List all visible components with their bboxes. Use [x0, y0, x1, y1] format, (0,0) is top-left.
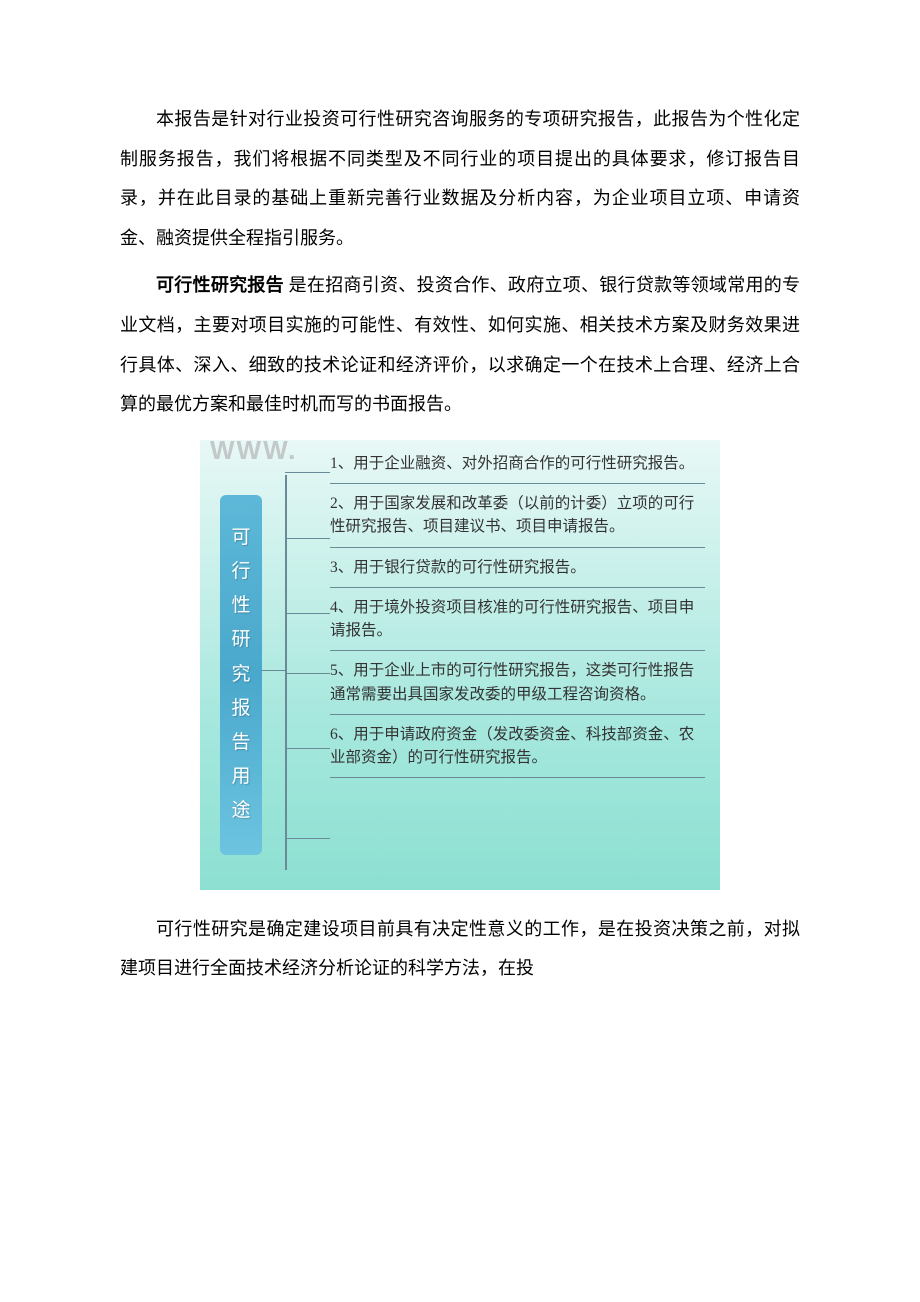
diagram-item: 5、用于企业上市的可行性研究报告，这类可行性报告通常需要出具国家发改委的甲级工程… — [330, 651, 705, 715]
connector-branch — [285, 613, 330, 615]
diagram-items-container: 1、用于企业融资、对外招商合作的可行性研究报告。 2、用于国家发展和改革委（以前的… — [330, 450, 705, 779]
bold-term: 可行性研究报告 — [156, 275, 284, 295]
paragraph-2-rest: 是在招商引资、投资合作、政府立项、银行贷款等领域常用的专业文档，主要对项目实施的… — [120, 275, 800, 414]
diagram-sidebar: 可行性研究报告用途 — [220, 495, 262, 855]
sidebar-char: 告 — [231, 726, 250, 760]
connector-branch — [285, 538, 330, 540]
diagram-item: 4、用于境外投资项目核准的可行性研究报告、项目申请报告。 — [330, 588, 705, 652]
connector-branch — [285, 673, 330, 675]
sidebar-char: 究 — [231, 658, 250, 692]
sidebar-char: 行 — [231, 555, 250, 589]
paragraph-3: 可行性研究是确定建设项目前具有决定性意义的工作，是在投资决策之前，对拟建项目进行… — [120, 910, 800, 989]
sidebar-char: 报 — [231, 692, 250, 726]
diagram-item-text: 4、用于境外投资项目核准的可行性研究报告、项目申请报告。 — [330, 596, 705, 643]
connector-branch — [285, 472, 330, 474]
sidebar-char: 可 — [231, 521, 250, 555]
sidebar-char: 途 — [231, 794, 250, 828]
paragraph-1: 本报告是针对行业投资可行性研究咨询服务的专项研究报告，此报告为个性化定制服务报告… — [120, 100, 800, 258]
paragraph-2: 可行性研究报告 是在招商引资、投资合作、政府立项、银行贷款等领域常用的专业文档，… — [120, 266, 800, 424]
feasibility-diagram: WWW. 可行性研究报告用途 1、用于企业融资、对外招商合作的可行性研究报告。2… — [200, 440, 720, 890]
sidebar-char: 研 — [231, 623, 250, 657]
connector-branch — [285, 838, 330, 840]
diagram-item-text: 6、用于申请政府资金（发改委资金、科技部资金、农业部资金）的可行性研究报告。 — [330, 723, 705, 770]
diagram-item-text: 2、用于国家发展和改革委（以前的计委）立项的可行性研究报告、项目建议书、项目申请… — [330, 492, 705, 539]
sidebar-char: 用 — [231, 760, 250, 794]
connector-branch — [285, 748, 330, 750]
watermark-text: WWW. — [210, 435, 297, 466]
diagram-item-text: 5、用于企业上市的可行性研究报告，这类可行性报告通常需要出具国家发改委的甲级工程… — [330, 659, 705, 706]
diagram-item: 6、用于申请政府资金（发改委资金、科技部资金、农业部资金）的可行性研究报告。 — [330, 715, 705, 779]
diagram-item: 1、用于企业融资、对外招商合作的可行性研究报告。 — [330, 450, 705, 484]
diagram-item-text: 3、用于银行贷款的可行性研究报告。 — [330, 556, 705, 579]
connector-root — [262, 670, 286, 672]
diagram-item: 2、用于国家发展和改革委（以前的计委）立项的可行性研究报告、项目建议书、项目申请… — [330, 484, 705, 548]
diagram-item: 3、用于银行贷款的可行性研究报告。 — [330, 548, 705, 588]
sidebar-char: 性 — [231, 589, 250, 623]
diagram-item-text: 1、用于企业融资、对外招商合作的可行性研究报告。 — [330, 452, 705, 475]
